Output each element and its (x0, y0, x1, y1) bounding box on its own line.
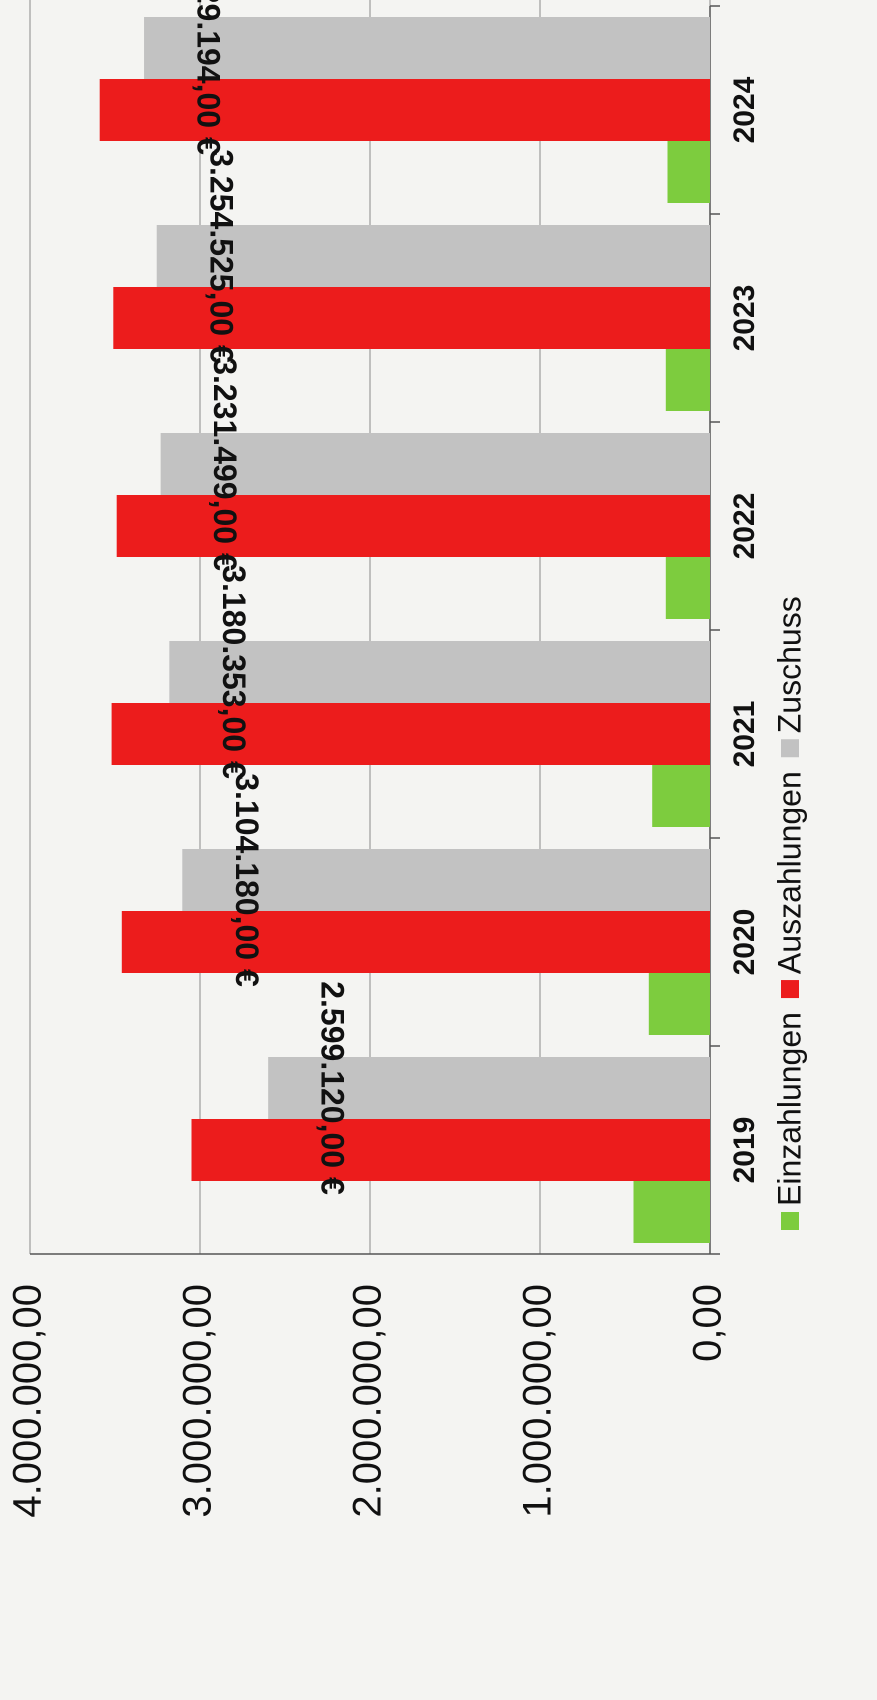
legend-label: Einzahlungen (771, 1012, 807, 1206)
bar (113, 287, 711, 349)
data-label: 3.329.194,00 € (191, 0, 227, 155)
data-label: 3.254.525,00 € (203, 149, 239, 363)
bar (667, 141, 710, 203)
bar (116, 495, 710, 557)
x-tick-label: 2020 (728, 909, 761, 976)
data-label: 3.180.353,00 € (216, 565, 252, 779)
bar (156, 225, 710, 287)
y-tick-label: 1.000.000,00 (516, 1284, 560, 1518)
bar (652, 765, 711, 827)
bar (665, 557, 710, 619)
x-tick-label: 2021 (728, 701, 761, 768)
legend-swatch (781, 739, 799, 758)
bar (121, 911, 711, 973)
x-tick-label: 2023 (728, 285, 761, 352)
bar (191, 1119, 710, 1181)
legend-swatch (781, 980, 799, 999)
x-tick-label: 2019 (728, 1117, 761, 1184)
y-tick-label: 2.000.000,00 (346, 1284, 390, 1518)
bar (633, 1181, 710, 1243)
bar (144, 17, 710, 79)
data-label: 2.599.120,00 € (315, 981, 351, 1195)
data-label: 3.104.180,00 € (229, 773, 265, 987)
legend-swatch (781, 1212, 799, 1230)
x-tick-label: 2024 (728, 76, 761, 143)
bar (648, 973, 710, 1035)
bar (182, 849, 710, 911)
bar (111, 703, 711, 765)
bar (665, 349, 710, 411)
x-tick-label: 2022 (728, 493, 761, 560)
rotated-plot: 0,00 1.000.000,00 2.000.000,00 3.000.000,00… (6, 0, 807, 1518)
legend-label: Auszahlungen (771, 771, 807, 974)
bar (169, 641, 711, 703)
bar (99, 79, 710, 141)
y-tick-label: 4.000.000,00 (6, 1284, 50, 1518)
legend-label: Zuschuss (771, 596, 807, 733)
y-tick-label: 0,00 (686, 1284, 730, 1362)
y-tick-label: 3.000.000,00 (176, 1284, 220, 1518)
data-label: 3.231.499,00 € (207, 357, 243, 571)
bar (268, 1057, 710, 1119)
bar (160, 433, 711, 495)
